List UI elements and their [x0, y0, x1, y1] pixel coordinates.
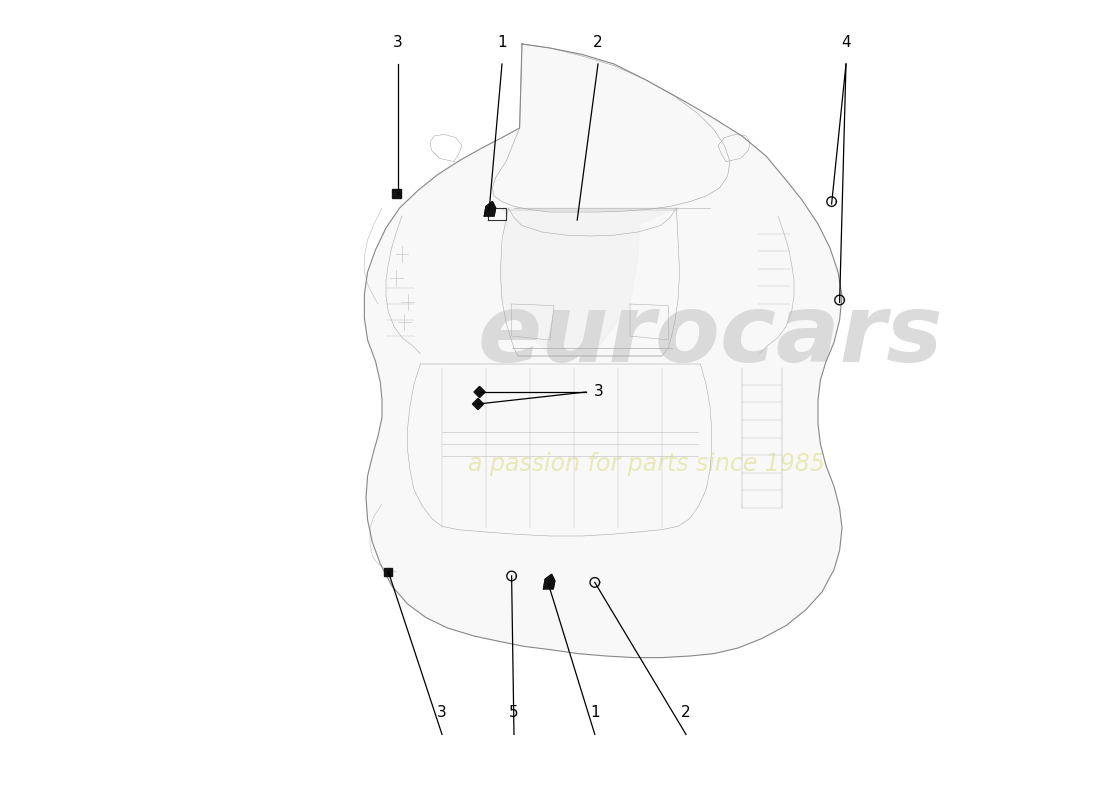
Polygon shape [392, 189, 402, 198]
Polygon shape [500, 208, 676, 356]
Polygon shape [474, 386, 485, 398]
Text: 5: 5 [509, 705, 519, 720]
Text: 3: 3 [594, 385, 604, 399]
Text: a passion for parts since 1985: a passion for parts since 1985 [468, 452, 824, 476]
Text: 4: 4 [842, 34, 850, 50]
Polygon shape [484, 202, 496, 216]
Text: 2: 2 [681, 705, 691, 720]
Text: 1: 1 [497, 34, 507, 50]
Text: eurocars: eurocars [477, 290, 943, 382]
Text: 2: 2 [593, 34, 603, 50]
Text: 3: 3 [437, 705, 447, 720]
Text: 1: 1 [590, 705, 600, 720]
Polygon shape [364, 44, 842, 658]
Text: 3: 3 [393, 34, 403, 50]
Polygon shape [472, 398, 484, 410]
Polygon shape [384, 568, 393, 576]
Polygon shape [543, 574, 554, 589]
